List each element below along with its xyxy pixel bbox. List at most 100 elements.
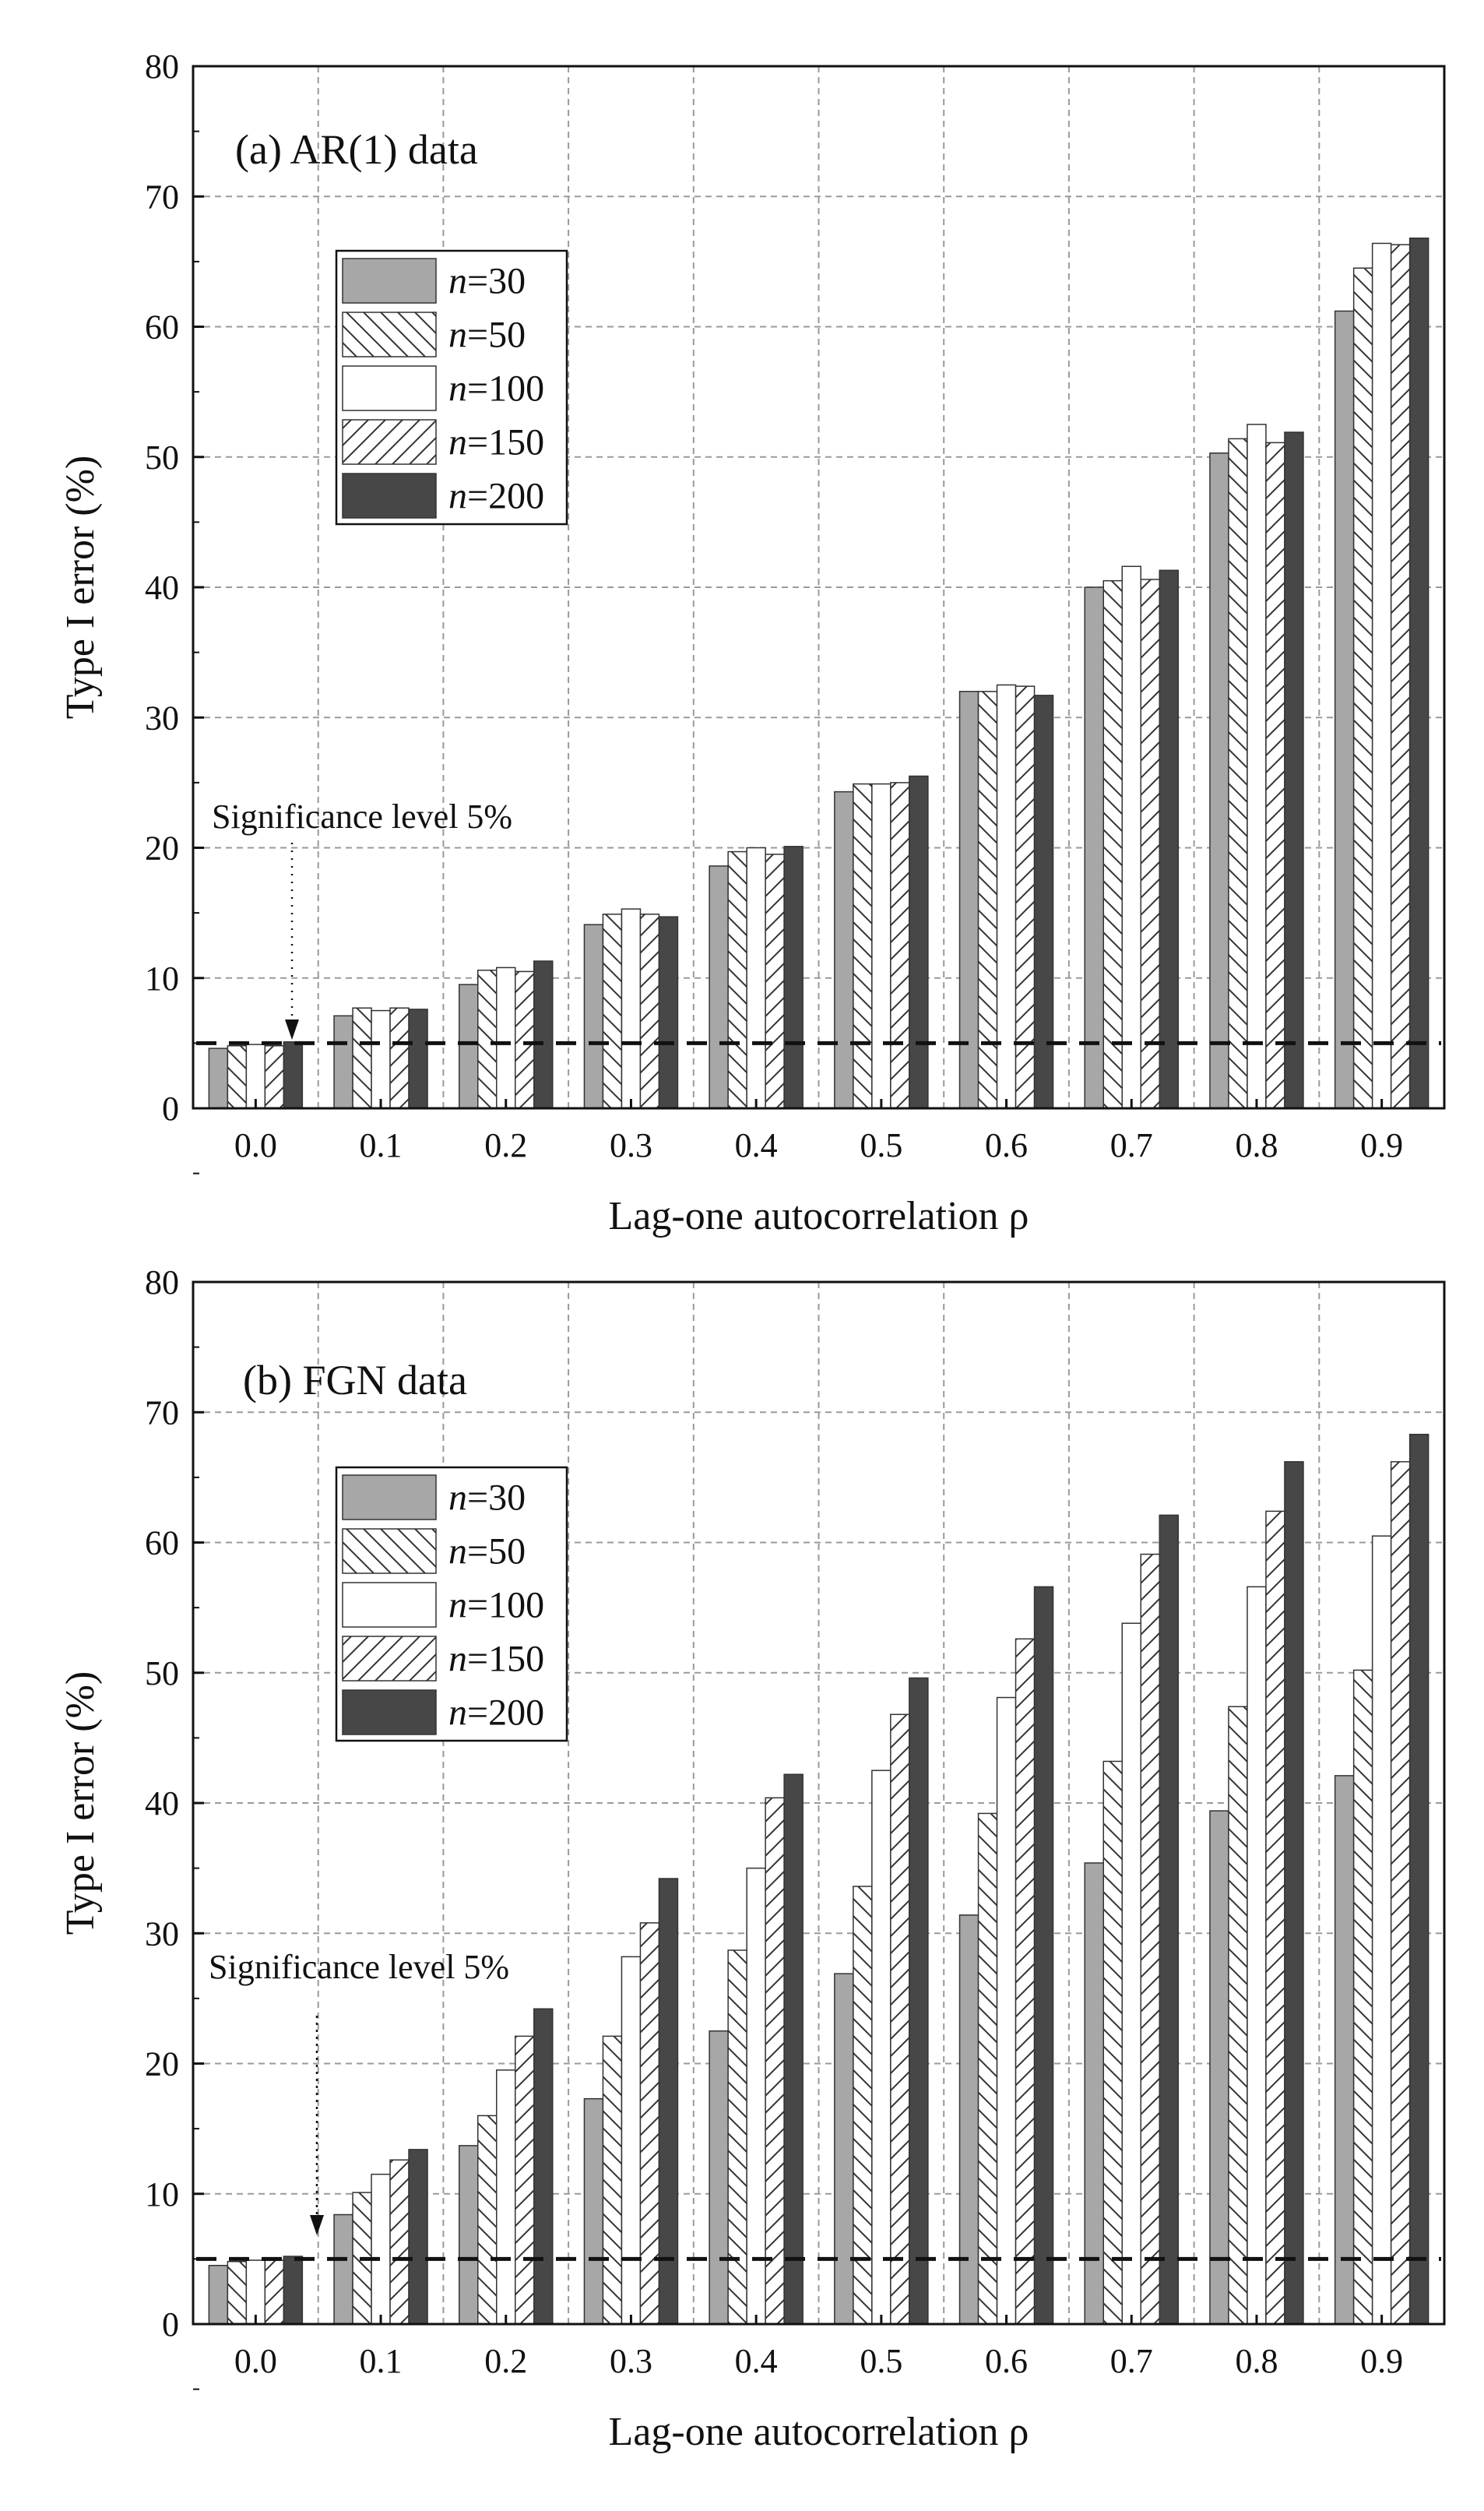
legend-label-n50: n=50 bbox=[448, 1531, 526, 1572]
bar-n50-rho-0.9 bbox=[1352, 267, 1373, 1109]
legend-n-symbol: n bbox=[448, 422, 467, 463]
grid-lines bbox=[193, 66, 1444, 1108]
bar-n50-rho-0.4 bbox=[727, 1949, 747, 2325]
bar-n150-rho-0.2 bbox=[515, 2035, 535, 2325]
x-tick-label: 0.3 bbox=[610, 1126, 652, 1164]
legend-n-symbol: n bbox=[448, 1477, 467, 1519]
legend-label-n50: n=50 bbox=[448, 315, 526, 356]
bar-n200-rho-0.2 bbox=[533, 960, 554, 1109]
y-axis-title: Type I error (%) bbox=[58, 1671, 103, 1935]
bar-n200-rho-0.5 bbox=[909, 775, 929, 1109]
bar-n100-rho-0.9 bbox=[1371, 242, 1392, 1109]
legend-n-symbol: n bbox=[448, 1639, 467, 1680]
x-tick-label: 0.4 bbox=[735, 2342, 778, 2380]
bar-n100-rho-0.8 bbox=[1247, 424, 1267, 1109]
legend-swatch-n30 bbox=[342, 1474, 437, 1520]
y-tick-label: 60 bbox=[145, 308, 179, 347]
bar-n30-rho-0.7 bbox=[1084, 1862, 1104, 2325]
legend-swatch-n30 bbox=[342, 258, 437, 304]
legend-n-symbol: n bbox=[448, 261, 467, 302]
bar-n150-rho-0.1 bbox=[389, 2159, 410, 2325]
bar-n100-rho-0.2 bbox=[496, 967, 516, 1109]
legend-n-symbol: n bbox=[448, 1692, 467, 1734]
bar-n150-rho-0.8 bbox=[1265, 442, 1285, 1109]
bar-n200-rho-0.3 bbox=[658, 916, 679, 1109]
bar-n50-rho-0.8 bbox=[1228, 438, 1248, 1109]
bar-n200-rho-0.5 bbox=[909, 1677, 929, 2325]
y-tick-label: 40 bbox=[145, 1784, 179, 1822]
legend-n-value: =200 bbox=[467, 1692, 544, 1734]
bar-n50-rho-0.2 bbox=[477, 2115, 498, 2325]
bar-n30-rho-0.3 bbox=[583, 924, 604, 1109]
legend-swatch-n50 bbox=[342, 312, 437, 357]
x-tick-label: 0.5 bbox=[860, 2342, 902, 2380]
bar-n150-rho-0.9 bbox=[1390, 244, 1411, 1109]
bar-n150-rho-0.6 bbox=[1015, 685, 1036, 1109]
y-tick-label: 10 bbox=[145, 2175, 179, 2213]
legend-label-n100: n=100 bbox=[448, 1585, 544, 1626]
bar-n200-rho-0.8 bbox=[1284, 431, 1304, 1109]
annotation-arrow-head bbox=[285, 1020, 299, 1040]
x-tick-label: 0.6 bbox=[985, 2342, 1028, 2380]
bar-n200-rho-0.7 bbox=[1159, 569, 1179, 1109]
x-tick-label: 0.6 bbox=[985, 1126, 1028, 1164]
bar-n150-rho-0.3 bbox=[639, 914, 660, 1109]
bar-n50-rho-0.7 bbox=[1102, 1760, 1123, 2325]
panel-title: (a) AR(1) data bbox=[235, 126, 478, 173]
y-tick-label: 40 bbox=[145, 569, 179, 607]
y-tick-label: 30 bbox=[145, 699, 179, 737]
bar-n30-rho-0.0 bbox=[208, 1048, 229, 1109]
legend-n-value: =100 bbox=[467, 368, 544, 410]
x-tick-label: 0.5 bbox=[860, 1126, 902, 1164]
legend-swatch-n50 bbox=[342, 1528, 437, 1574]
bar-n150-rho-0.4 bbox=[765, 1797, 785, 2325]
bar-n150-rho-0.0 bbox=[264, 1044, 285, 1109]
bar-n30-rho-0.2 bbox=[459, 984, 479, 1109]
bar-n100-rho-0.8 bbox=[1247, 1586, 1267, 2325]
bar-n150-rho-0.2 bbox=[515, 970, 535, 1109]
bar-n30-rho-0.3 bbox=[583, 2097, 604, 2325]
bar-n50-rho-0.8 bbox=[1228, 1706, 1248, 2325]
x-tick-label: 0.2 bbox=[484, 2342, 527, 2380]
y-tick-label: 30 bbox=[145, 1914, 179, 1953]
annotation-arrow-head bbox=[310, 2215, 324, 2235]
significance-label: Significance level 5% bbox=[209, 1948, 509, 1986]
x-tick-label: 0.1 bbox=[360, 2342, 403, 2380]
bar-n200-rho-0.1 bbox=[408, 2149, 428, 2325]
bar-n200-rho-0.9 bbox=[1408, 238, 1429, 1109]
bar-n200-rho-0.6 bbox=[1033, 695, 1054, 1109]
legend-n-symbol: n bbox=[448, 476, 467, 517]
legend-n-value: =150 bbox=[467, 1639, 544, 1680]
bar-n30-rho-0.9 bbox=[1334, 310, 1355, 1109]
legend-n-symbol: n bbox=[448, 1531, 467, 1572]
legend-label-n150: n=150 bbox=[448, 422, 544, 463]
bar-n200-rho-0.0 bbox=[283, 2256, 304, 2325]
legend-n-value: =50 bbox=[467, 315, 526, 356]
bar-n150-rho-0.7 bbox=[1140, 579, 1160, 1109]
bar-n100-rho-0.6 bbox=[996, 684, 1017, 1109]
legend-label-n30: n=30 bbox=[448, 1477, 526, 1519]
legend-n-symbol: n bbox=[448, 368, 467, 410]
legend-swatch-n200 bbox=[342, 473, 437, 519]
legend-n-value: =150 bbox=[467, 422, 544, 463]
x-axis-title: Lag-one autocorrelation ρ bbox=[609, 2410, 1029, 2454]
x-ticks: 0.0 0.1 0.2 0.3 0.4 0.5 0.6 0.7 0.8 0.9 bbox=[234, 1099, 1403, 1164]
legend-n-value: =50 bbox=[467, 1531, 526, 1572]
bar-n100-rho-0.4 bbox=[746, 1867, 766, 2325]
bar-n30-rho-0.7 bbox=[1084, 586, 1104, 1109]
bar-n200-rho-0.8 bbox=[1284, 1461, 1304, 2325]
legend-n-value: =30 bbox=[467, 1477, 526, 1519]
bar-n100-rho-0.2 bbox=[496, 2069, 516, 2325]
bar-n30-rho-0.8 bbox=[1209, 452, 1229, 1109]
legend-swatch-n100 bbox=[342, 365, 437, 411]
y-ticks: 0 10 20 30 40 50 60 70 80 bbox=[145, 1263, 204, 2390]
bar-n30-rho-0.6 bbox=[958, 691, 979, 1109]
x-tick-label: 0.0 bbox=[234, 1126, 277, 1164]
bar-n200-rho-0.2 bbox=[533, 2008, 554, 2325]
bar-n150-rho-0.4 bbox=[765, 854, 785, 1109]
x-tick-label: 0.0 bbox=[234, 2342, 277, 2380]
bar-n30-rho-0.2 bbox=[459, 2145, 479, 2325]
bar-n200-rho-0.6 bbox=[1033, 1586, 1054, 2325]
